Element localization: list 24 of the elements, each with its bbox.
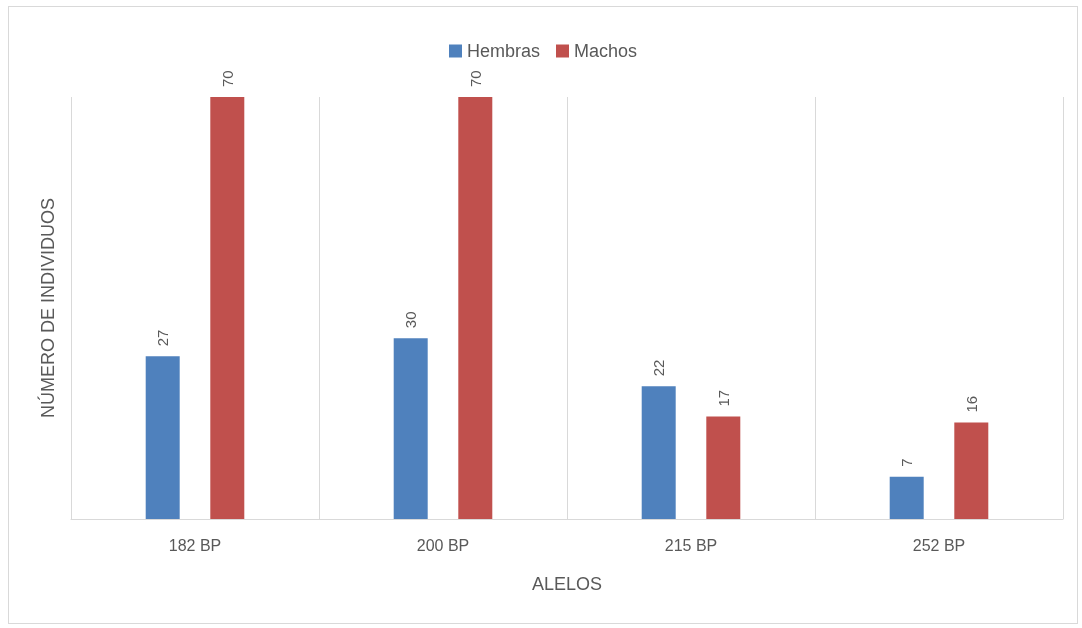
data-label: 27 (154, 329, 172, 347)
bar (706, 416, 741, 519)
x-tick-label: 252 BP (912, 536, 966, 554)
x-tick-label: 215 BP (664, 536, 718, 554)
bar (641, 386, 676, 519)
data-label: 70 (466, 70, 484, 87)
data-label: 17 (714, 389, 732, 407)
bar (210, 97, 245, 519)
data-label: 30 (402, 311, 420, 329)
data-label: 70 (218, 70, 236, 87)
x-tick-label: 182 BP (168, 536, 222, 554)
data-label: 7 (898, 458, 916, 467)
data-label: 16 (962, 395, 980, 413)
bar (145, 356, 180, 519)
legend-label: Machos (574, 41, 638, 61)
x-tick-label: 200 BP (416, 536, 470, 554)
bar (889, 476, 924, 519)
bar (393, 338, 428, 519)
bar (458, 97, 493, 519)
bar (954, 422, 989, 519)
x-axis-title: ALELOS (531, 574, 603, 594)
data-label: 22 (650, 359, 668, 377)
legend-label: Hembras (466, 41, 541, 61)
y-axis-title: NÚMERO DE INDIVIDUOS (37, 197, 58, 419)
